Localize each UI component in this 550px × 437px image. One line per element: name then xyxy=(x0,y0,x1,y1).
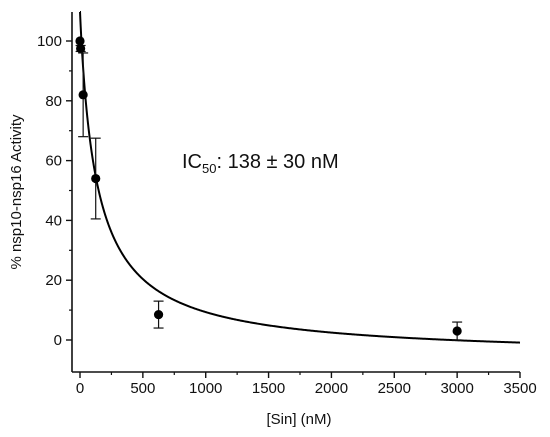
x-tick-label: 1500 xyxy=(252,380,285,397)
x-tick-label: 500 xyxy=(130,380,155,397)
y-axis-title: % nsp10-nsp16 Activity xyxy=(8,114,25,270)
x-tick-label: 2000 xyxy=(315,380,348,397)
data-point xyxy=(452,326,462,336)
y-tick-label: 0 xyxy=(54,332,62,349)
data-point xyxy=(153,309,164,320)
x-tick-label: 3000 xyxy=(440,380,473,397)
y-ticks: 0 20 40 60 80 100 xyxy=(37,33,72,349)
y-tick-label: 20 xyxy=(45,272,62,289)
x-tick-label: 1000 xyxy=(189,380,222,397)
axes xyxy=(71,12,520,373)
fit-curve xyxy=(79,11,521,344)
data-point xyxy=(78,90,88,100)
data-point xyxy=(76,43,86,54)
annotation-suffix: : 138 ± 30 nM xyxy=(216,151,338,173)
data-point xyxy=(75,36,85,46)
annotation-prefix: IC xyxy=(182,151,202,173)
y-tick-label: 100 xyxy=(37,33,62,50)
data-point xyxy=(91,173,101,184)
y-tick-label: 80 xyxy=(45,93,62,110)
annotation-subscript: 50 xyxy=(202,161,216,176)
fit-curve-group xyxy=(79,11,521,344)
y-tick-label: 40 xyxy=(45,212,62,229)
x-tick-label: 0 xyxy=(76,380,84,397)
x-ticks: 0 500 1000 1500 2000 2500 3000 3500 xyxy=(76,372,537,397)
y-tick-label: 60 xyxy=(45,153,62,170)
ic50-annotation: IC50: 138 ± 30 nM xyxy=(182,151,339,176)
data-points xyxy=(75,36,463,341)
x-tick-label: 3500 xyxy=(503,380,536,397)
x-axis-title: [Sin] (nM) xyxy=(266,411,331,428)
x-tick-label: 2500 xyxy=(378,380,411,397)
